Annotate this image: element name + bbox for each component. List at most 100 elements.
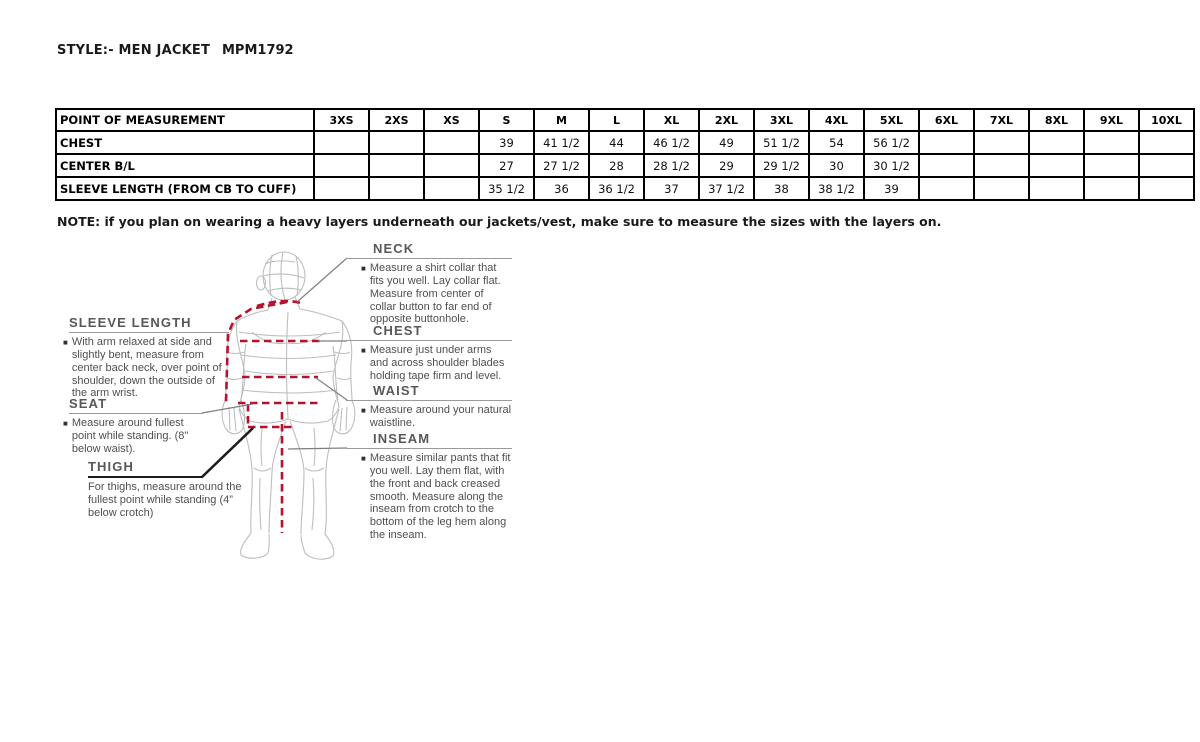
section-title: INSEAM [346,431,512,449]
section-title: NECK [346,241,512,259]
guide-section-seat: SEAT ■ Measure around fullest point while… [63,396,203,456]
measurement-cell [368,130,425,155]
measurement-cell: 29 [698,153,755,178]
measurement-cell: 30 1/2 [863,153,920,178]
measurement-cell [1083,130,1140,155]
inseam-leader-line [287,447,348,450]
bullet-icon: ■ [361,406,366,415]
section-text: Measure around fullest point while stand… [71,417,189,455]
guide-section-inseam: INSEAM ■ Measure similar pants that fit y… [346,431,512,542]
measurement-cell: 38 [753,176,810,201]
guide-section-sleeve-length: SLEEVE LENGTH ■ With arm relaxed at side … [63,315,229,400]
measurement-cell [973,176,1030,201]
measurement-cell [423,130,480,155]
section-text: Measure a shirt collar that fits you wel… [369,262,501,326]
column-header-size: 2XL [698,108,755,132]
section-title: CHEST [346,323,512,341]
measurement-dash-lines [224,299,323,533]
measurement-cell [423,176,480,201]
sleeve-measure-line [224,300,288,403]
measurement-cell [973,153,1030,178]
row-label: CENTER B/L [55,153,315,178]
bullet-icon: ■ [361,346,366,355]
column-header-size: 6XL [918,108,975,132]
bullet-icon: ■ [63,338,68,347]
measurement-cell: 35 1/2 [478,176,535,201]
measurement-cell [1083,153,1140,178]
measurement-cell: 28 [588,153,645,178]
column-header-point-of-measurement: POINT OF MEASUREMENT [55,108,315,132]
column-header-size: 4XL [808,108,865,132]
measurement-cell [423,153,480,178]
measurement-cell [368,176,425,201]
measurement-cell: 30 [808,153,865,178]
table-row: CHEST 39 41 1/2 44 46 1/2 49 51 1/2 54 56 1/2 [55,130,1195,155]
section-text: Measure just under arms and across shoul… [369,344,505,382]
measurement-cell: 37 1/2 [698,176,755,201]
measurement-cell: 51 1/2 [753,130,810,155]
measurement-cell: 46 1/2 [643,130,700,155]
seat-leader-line [201,403,254,414]
neck-measure-line [256,299,302,308]
bullet-icon: ■ [361,454,366,463]
measurement-cell [368,153,425,178]
measurement-cell [918,153,975,178]
bullet-icon: ■ [63,419,68,428]
measurement-cell: 38 1/2 [808,176,865,201]
row-label: SLEEVE LENGTH (FROM CB TO CUFF) [55,176,315,201]
table-row: CENTER B/L 27 27 1/2 28 28 1/2 29 29 1/2 30 30 1… [55,153,1195,178]
column-header-size: M [533,108,590,132]
body-measurement-figure [201,251,356,560]
column-header-size: 10XL [1138,108,1195,132]
measurement-cell: 49 [698,130,755,155]
measurement-cell [313,130,370,155]
column-header-size: 2XS [368,108,425,132]
section-text: Measure similar pants that fit you well.… [369,452,511,542]
size-table-wrap: POINT OF MEASUREMENT 3XS 2XS XS S M L XL 2XL 3XL 4… [55,108,1195,201]
measurement-cell: 37 [643,176,700,201]
measurement-cell: 39 [863,176,920,201]
page-title: STYLE:- MEN JACKET [57,43,211,58]
measurement-cell [918,176,975,201]
section-title: WAIST [346,383,512,401]
measurement-cell [973,130,1030,155]
column-header-size: XS [423,108,480,132]
table-row: SLEEVE LENGTH (FROM CB TO CUFF) 35 1/2 36 3… [55,176,1195,201]
measurement-cell [918,130,975,155]
measurement-cell: 27 1/2 [533,153,590,178]
measurement-cell [1028,153,1085,178]
measurement-cell [313,176,370,201]
measurement-cell [1138,130,1195,155]
guide-section-waist: WAIST ■ Measure around your natural waist… [346,383,512,430]
column-header-size: L [588,108,645,132]
measurement-cell: 54 [808,130,865,155]
measurement-cell: 28 1/2 [643,153,700,178]
column-header-size: S [478,108,535,132]
style-code: MPM1792 [222,43,294,58]
guide-section-chest: CHEST ■ Measure just under arms and acros… [346,323,512,383]
mannequin-wireframe [221,251,356,560]
header-row: POINT OF MEASUREMENT 3XS 2XS XS S M L XL 2XL 3XL 4… [55,108,1195,132]
section-title: SEAT [69,396,203,414]
guide-section-thigh: THIGH For thighs, measure around the ful… [88,459,241,520]
section-text: With arm relaxed at side and slightly be… [71,336,222,400]
measurement-note: NOTE: if you plan on wearing a heavy lay… [57,214,942,229]
column-header-size: 9XL [1083,108,1140,132]
measurement-cell: 44 [588,130,645,155]
bullet-icon: ■ [361,264,366,273]
size-table: POINT OF MEASUREMENT 3XS 2XS XS S M L XL 2XL 3XL 4… [55,108,1195,201]
measurement-cell: 27 [478,153,535,178]
measurement-cell: 39 [478,130,535,155]
row-label: CHEST [55,130,315,155]
measurement-cell [1028,130,1085,155]
measurement-cell: 36 1/2 [588,176,645,201]
section-title: SLEEVE LENGTH [69,315,229,333]
measurement-cell: 41 1/2 [533,130,590,155]
measurement-cell: 56 1/2 [863,130,920,155]
column-header-size: 7XL [973,108,1030,132]
guide-section-neck: NECK ■ Measure a shirt collar that fits y… [346,241,512,326]
measurement-cell [1138,176,1195,201]
measurement-cell [1138,153,1195,178]
measurement-cell: 36 [533,176,590,201]
